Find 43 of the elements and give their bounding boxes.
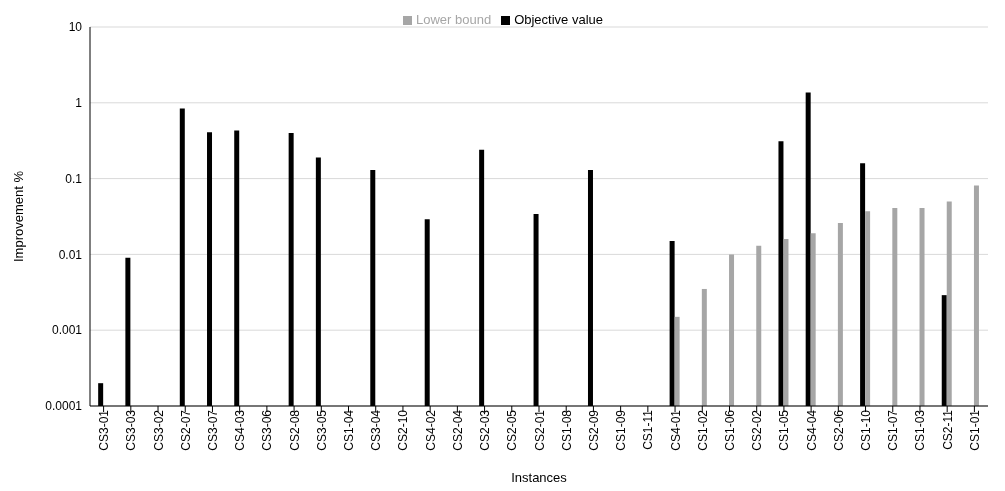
x-tick-label: CS1-09 xyxy=(614,409,629,451)
x-tick-label: CS2-11 xyxy=(940,409,955,450)
x-tick-label: CS4-04 xyxy=(804,409,819,451)
y-tick-label: 0.001 xyxy=(51,323,83,338)
x-tick-label: CS2-10 xyxy=(396,409,411,451)
x-tick-label: CS3-03 xyxy=(124,409,139,451)
y-tick-label: 0.01 xyxy=(58,247,83,262)
y-axis-title: Improvement % xyxy=(10,170,26,263)
y-tick-label: 1 xyxy=(75,96,83,111)
x-tick-label: CS1-10 xyxy=(859,409,874,451)
x-axis-title: Instances xyxy=(511,470,568,485)
legend-label: Lower bound xyxy=(415,12,492,27)
x-tick-label: CS3-02 xyxy=(151,409,166,451)
x-tick-label: CS2-02 xyxy=(750,409,765,451)
x-tick-label: CS3-07 xyxy=(205,409,220,451)
x-tick-label: CS1-04 xyxy=(342,409,357,451)
x-tick-label: CS1-11 xyxy=(641,409,656,450)
x-tick-label: CS2-01 xyxy=(532,409,547,451)
x-tick-label: CS2-04 xyxy=(450,409,465,451)
x-tick-label: CS4-02 xyxy=(423,409,438,451)
x-tick-label: CS1-03 xyxy=(913,409,928,451)
x-tick-label: CS1-05 xyxy=(777,409,792,451)
x-tick-label: CS2-05 xyxy=(505,409,520,451)
y-tick-label: 10 xyxy=(68,20,83,35)
x-tick-label: CS3-05 xyxy=(314,409,329,451)
x-tick-label: CS2-07 xyxy=(178,409,193,451)
x-tick-label: CS2-09 xyxy=(586,409,601,451)
x-tick-label: CS1-02 xyxy=(695,409,710,451)
x-tick-label: CS2-08 xyxy=(287,409,302,451)
x-tick-label: CS4-03 xyxy=(233,409,248,451)
x-tick-label: CS2-03 xyxy=(478,409,493,451)
x-tick-label: CS1-06 xyxy=(723,409,737,451)
x-tick-label: CS3-01 xyxy=(97,409,112,451)
x-tick-label: CS2-06 xyxy=(831,409,846,451)
legend-label: Objective value xyxy=(514,12,604,27)
x-tick-label: CS1-01 xyxy=(967,409,982,451)
x-tick-label: CS3-06 xyxy=(260,409,275,451)
x-tick-label: CS4-01 xyxy=(668,409,683,451)
x-tick-label: CS3-04 xyxy=(369,409,384,451)
y-tick-label: 0.1 xyxy=(65,171,83,186)
y-tick-label: 0.0001 xyxy=(45,399,83,414)
x-tick-label: CS1-07 xyxy=(886,409,901,451)
x-tick-label: CS1-08 xyxy=(559,409,574,451)
